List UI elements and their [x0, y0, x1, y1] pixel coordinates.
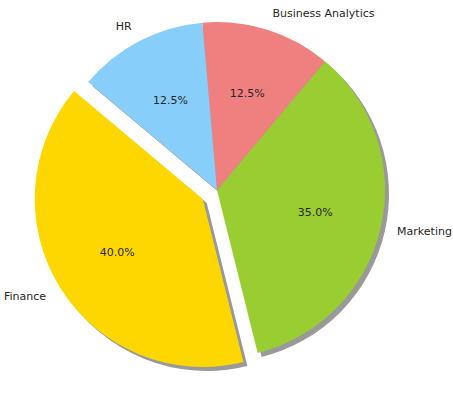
- slice: [202, 22, 325, 190]
- chart: Finance 40.0% Marketing 35.0% Business Analy…: [0, 0, 453, 394]
- background: [0, 0, 453, 394]
- category-label: Marketing: [397, 225, 452, 238]
- percent-label: 12.5%: [230, 87, 265, 100]
- percent-label: 12.5%: [153, 94, 188, 107]
- percent-label: 40.0%: [100, 246, 135, 259]
- percent-label: 35.0%: [298, 206, 333, 219]
- slice: [88, 23, 217, 190]
- slices: [35, 22, 385, 367]
- labels: Finance 40.0% Marketing 35.0% Business Analy…: [4, 7, 452, 303]
- category-label: Finance: [4, 290, 46, 303]
- category-label: HR: [116, 20, 132, 33]
- category-label: Business Analytics: [273, 7, 375, 20]
